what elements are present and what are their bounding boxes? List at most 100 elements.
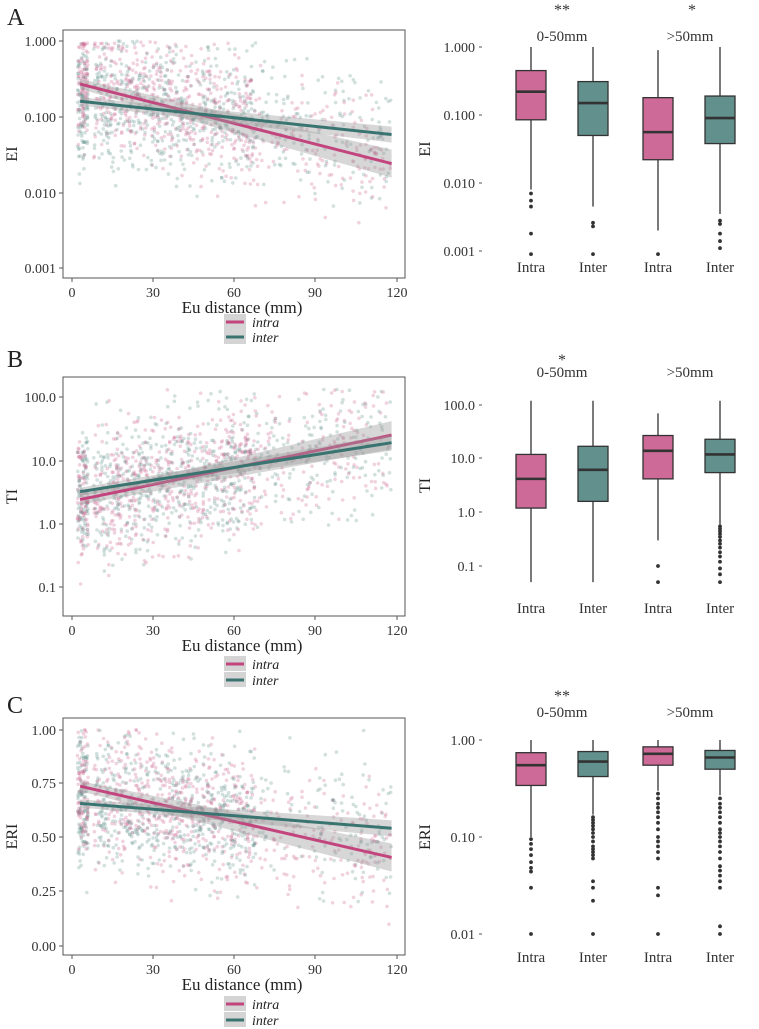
scatter-point-inter bbox=[124, 781, 129, 785]
x-axis-title: Eu distance (mm) bbox=[182, 975, 303, 994]
scatter-point-inter bbox=[96, 544, 101, 548]
scatter-point-inter bbox=[361, 172, 366, 177]
scatter-point-inter bbox=[307, 456, 312, 461]
scatter-point-inter bbox=[224, 457, 228, 462]
scatter-point-inter bbox=[85, 527, 90, 532]
scatter-point-inter bbox=[272, 868, 276, 872]
scatter-point-intra bbox=[151, 499, 155, 503]
scatter-point-intra bbox=[118, 783, 122, 787]
scatter-point-inter bbox=[85, 116, 90, 120]
scatter-point-inter bbox=[285, 440, 290, 445]
scatter-point-inter bbox=[231, 181, 235, 185]
scatter-point-intra bbox=[216, 829, 221, 834]
scatter-point-inter bbox=[225, 126, 230, 130]
scatter-point-intra bbox=[332, 153, 337, 157]
outlier-point bbox=[529, 869, 533, 874]
scatter-point-intra bbox=[208, 451, 213, 456]
scatter-point-inter bbox=[221, 523, 225, 528]
scatter-point-inter bbox=[166, 762, 170, 766]
y-tick-label: 10.0 bbox=[451, 452, 476, 467]
scatter-point-intra bbox=[189, 53, 194, 58]
scatter-point-inter bbox=[250, 505, 254, 509]
scatter-point-inter bbox=[165, 754, 170, 758]
scatter-point-intra bbox=[99, 505, 103, 509]
scatter-point-inter bbox=[130, 119, 134, 123]
scatter-point-intra bbox=[206, 818, 211, 823]
scatter-point-intra bbox=[154, 845, 158, 850]
scatter-point-intra bbox=[300, 82, 304, 87]
scatter-point-intra bbox=[251, 178, 256, 182]
scatter-point-intra bbox=[132, 758, 137, 762]
scatter-point-inter bbox=[112, 493, 116, 498]
scatter-point-intra bbox=[85, 71, 89, 76]
scatter-point-inter bbox=[311, 477, 316, 482]
scatter-point-inter bbox=[125, 733, 129, 737]
scatter-point-inter bbox=[267, 465, 271, 470]
scatter-point-inter bbox=[102, 569, 107, 573]
scatter-point-inter bbox=[130, 76, 135, 80]
scatter-point-intra bbox=[75, 92, 80, 97]
scatter-point-inter bbox=[232, 839, 237, 844]
scatter-point-inter bbox=[77, 147, 81, 151]
scatter-point-inter bbox=[266, 450, 270, 455]
scatter-point-inter bbox=[183, 508, 187, 512]
scatter-point-inter bbox=[363, 473, 368, 478]
scatter-point-inter bbox=[235, 485, 240, 490]
scatter-point-intra bbox=[350, 820, 355, 825]
scatter-point-intra bbox=[232, 507, 237, 512]
scatter-point-intra bbox=[75, 753, 80, 758]
scatter-point-inter bbox=[95, 782, 100, 787]
scatter-point-inter bbox=[189, 484, 193, 488]
scatter-point-intra bbox=[366, 167, 371, 171]
scatter-point-intra bbox=[179, 804, 184, 809]
scatter-point-inter bbox=[163, 443, 168, 448]
scatter-point-intra bbox=[82, 87, 86, 91]
scatter-point-inter bbox=[102, 78, 107, 82]
scatter-point-intra bbox=[154, 771, 159, 775]
scatter-point-intra bbox=[277, 394, 282, 399]
scatter-point-intra bbox=[79, 476, 84, 480]
scatter-point-inter bbox=[79, 729, 84, 733]
scatter-point-inter bbox=[212, 822, 216, 827]
scatter-point-intra bbox=[113, 107, 118, 112]
scatter-point-inter bbox=[194, 469, 198, 473]
scatter-point-inter bbox=[81, 157, 85, 161]
scatter-point-inter bbox=[119, 149, 123, 153]
scatter-point-intra bbox=[85, 93, 89, 98]
scatter-point-intra bbox=[93, 792, 98, 797]
scatter-point-intra bbox=[112, 814, 117, 819]
scatter-point-intra bbox=[173, 856, 178, 861]
scatter-point-intra bbox=[206, 56, 211, 61]
scatter-point-intra bbox=[80, 107, 85, 112]
scatter-point-intra bbox=[117, 474, 121, 478]
scatter-point-intra bbox=[250, 501, 254, 506]
scatter-point-inter bbox=[228, 497, 233, 501]
scatter-point-inter bbox=[202, 819, 206, 823]
scatter-point-intra bbox=[369, 93, 374, 97]
scatter-point-inter bbox=[160, 761, 164, 766]
scatter-point-intra bbox=[255, 182, 260, 187]
scatter-point-intra bbox=[86, 806, 90, 810]
scatter-point-intra bbox=[247, 452, 251, 457]
scatter-point-inter bbox=[231, 520, 236, 524]
scatter-point-intra bbox=[377, 859, 382, 864]
scatter-point-intra bbox=[149, 885, 153, 889]
scatter-point-inter bbox=[132, 507, 137, 511]
scatter-point-inter bbox=[115, 855, 119, 859]
scatter-point-inter bbox=[220, 175, 224, 180]
scatter-point-inter bbox=[230, 127, 235, 132]
scatter-point-inter bbox=[245, 49, 249, 53]
group-label: >50mm bbox=[667, 705, 714, 721]
outlier-point bbox=[718, 222, 722, 226]
scatter-point-intra bbox=[296, 106, 300, 110]
scatter-point-inter bbox=[277, 156, 282, 161]
scatter-point-intra bbox=[233, 445, 237, 450]
scatter-point-inter bbox=[127, 119, 131, 123]
scatter-point-intra bbox=[169, 98, 173, 102]
scatter-point-intra bbox=[83, 42, 88, 47]
scatter-point-intra bbox=[281, 471, 286, 475]
scatter-point-intra bbox=[85, 90, 90, 94]
scatter-point-inter bbox=[377, 106, 381, 110]
scatter-point-intra bbox=[163, 147, 167, 151]
scatter-point-intra bbox=[81, 114, 85, 118]
